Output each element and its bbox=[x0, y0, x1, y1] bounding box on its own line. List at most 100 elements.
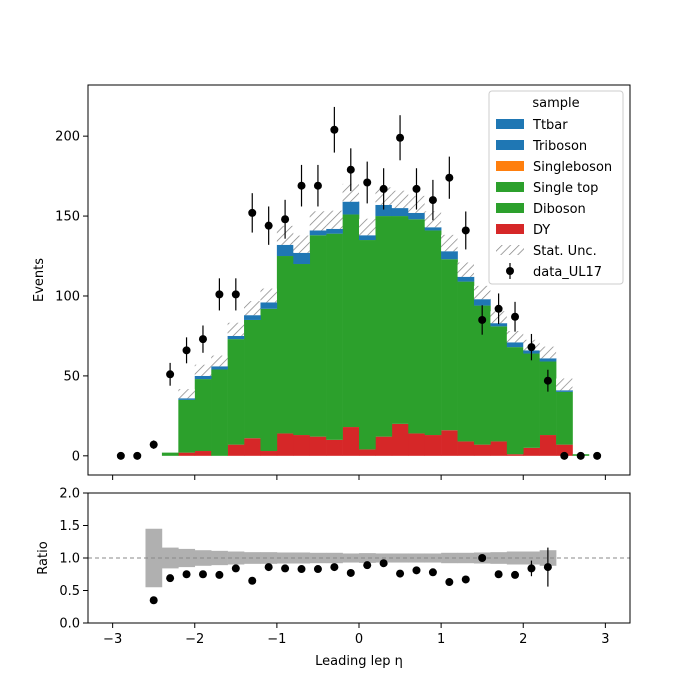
ratio-point bbox=[363, 561, 372, 570]
bar-ttbar bbox=[227, 335, 245, 340]
bar-diboson bbox=[342, 214, 360, 428]
stat-unc-hatch bbox=[359, 218, 376, 236]
bar-ttbar bbox=[309, 230, 327, 236]
stat-unc-hatch bbox=[293, 235, 310, 253]
bar-dy bbox=[539, 435, 557, 456]
data-point bbox=[182, 346, 191, 355]
legend-label: Ttbar bbox=[532, 118, 568, 133]
legend-swatch bbox=[496, 140, 524, 150]
bar-dy bbox=[523, 447, 540, 456]
ratio-unc-bin bbox=[441, 552, 458, 564]
bar-dy bbox=[194, 451, 212, 456]
y-tick-label: 0 bbox=[72, 449, 80, 464]
bar-diboson bbox=[194, 379, 212, 452]
y-tick-label: 200 bbox=[55, 130, 80, 145]
ratio-point bbox=[396, 569, 405, 578]
bar-dy bbox=[457, 441, 475, 456]
ratio-point bbox=[264, 563, 273, 572]
data-point bbox=[527, 343, 536, 352]
data-point bbox=[511, 312, 520, 321]
stat-unc-hatch bbox=[556, 378, 573, 391]
bar-dy bbox=[473, 444, 491, 456]
bar-diboson bbox=[178, 399, 196, 453]
data-point bbox=[166, 370, 175, 379]
bar-diboson bbox=[539, 361, 557, 436]
bar-dy bbox=[276, 433, 294, 456]
data-point bbox=[297, 181, 306, 190]
stat-unc-hatch bbox=[211, 355, 228, 367]
legend-label: Triboson bbox=[532, 139, 587, 154]
data-point bbox=[133, 451, 142, 460]
data-point bbox=[445, 173, 454, 182]
ratio-point bbox=[297, 565, 306, 574]
legend-swatch bbox=[496, 119, 524, 129]
legend-swatch-unc bbox=[496, 245, 524, 255]
stat-unc-hatch bbox=[539, 346, 557, 359]
bar-ttbar bbox=[506, 342, 524, 348]
ratio-point bbox=[313, 565, 322, 574]
legend-label: DY bbox=[533, 223, 550, 238]
x-tick-label: −3 bbox=[103, 632, 122, 647]
bar-ttbar bbox=[244, 315, 261, 320]
ratio-point bbox=[231, 564, 240, 573]
ratio-point bbox=[543, 563, 552, 572]
ratio-point bbox=[149, 596, 158, 605]
stat-unc-hatch bbox=[260, 288, 277, 303]
data-point bbox=[576, 451, 585, 460]
x-tick-label: −1 bbox=[267, 632, 286, 647]
bar-ttbar bbox=[424, 227, 442, 231]
x-tick-label: −2 bbox=[185, 632, 204, 647]
y-tick-label: 100 bbox=[55, 289, 80, 304]
stat-unc-hatch bbox=[194, 364, 212, 376]
ratio-point bbox=[412, 566, 421, 575]
bar-diboson bbox=[523, 353, 540, 448]
bar-dy bbox=[293, 435, 311, 456]
data-point bbox=[149, 440, 158, 449]
ratio-point bbox=[281, 564, 290, 573]
legend-swatch bbox=[496, 182, 524, 192]
data-point bbox=[363, 178, 372, 187]
data-point bbox=[231, 290, 240, 299]
bar-ttbar bbox=[326, 228, 343, 234]
x-tick-label: 2 bbox=[519, 632, 527, 647]
legend: sample Ttbar Triboson Singleboson Single top… bbox=[488, 90, 624, 285]
bar-ttbar bbox=[178, 398, 196, 400]
ratio-y-axis-label: Ratio bbox=[36, 541, 51, 574]
legend-label: Singleboson bbox=[533, 160, 612, 175]
ratio-point bbox=[478, 554, 487, 562]
main-y-axis-label: Events bbox=[32, 258, 47, 302]
data-point bbox=[330, 125, 339, 134]
bar-ttbar bbox=[211, 366, 228, 370]
legend-label: data_UL17 bbox=[533, 265, 602, 280]
bar-dy bbox=[408, 433, 425, 456]
legend-title: sample bbox=[532, 96, 579, 111]
bar-diboson bbox=[408, 219, 425, 434]
stat-unc-hatch bbox=[227, 322, 245, 336]
stat-unc-hatch bbox=[342, 183, 359, 202]
stat-unc-hatch bbox=[473, 285, 491, 300]
bar-ttbar bbox=[260, 302, 278, 309]
ratio-point bbox=[527, 564, 536, 573]
ratio-point bbox=[330, 563, 339, 572]
bar-diboson bbox=[473, 305, 491, 445]
ratio-point bbox=[428, 568, 437, 577]
main-data-points bbox=[116, 106, 602, 460]
stat-unc-hatch bbox=[178, 389, 195, 399]
bar-ttbar bbox=[473, 299, 491, 306]
data-point bbox=[198, 335, 207, 344]
ratio-y-tick-label: 2.0 bbox=[59, 487, 80, 502]
bar-dy bbox=[178, 452, 196, 456]
ratio-unc-bin bbox=[457, 552, 475, 564]
data-point bbox=[461, 226, 470, 235]
legend-label: Single top bbox=[533, 181, 598, 196]
legend-marker bbox=[506, 267, 514, 275]
bar-dy bbox=[227, 444, 245, 456]
bar-dy bbox=[244, 438, 261, 456]
legend-label: Diboson bbox=[533, 202, 586, 217]
bar-diboson bbox=[309, 235, 327, 437]
bar-ttbar bbox=[342, 201, 360, 215]
bar-dy bbox=[424, 435, 442, 456]
data-point bbox=[396, 133, 405, 142]
x-tick-label: 1 bbox=[437, 632, 445, 647]
